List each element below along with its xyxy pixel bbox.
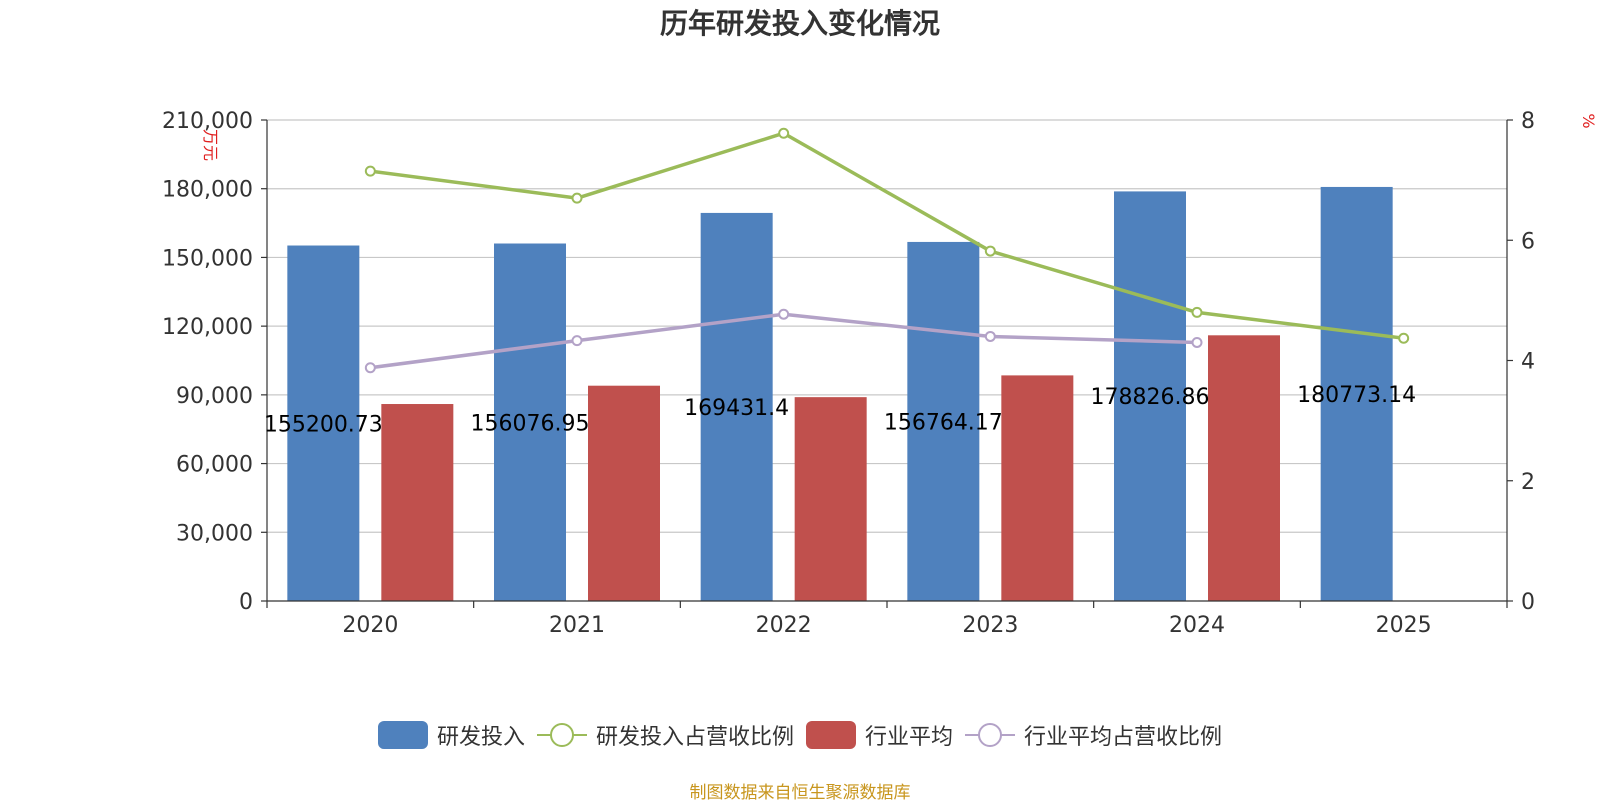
line-point xyxy=(1191,336,1203,348)
line-point xyxy=(364,165,376,177)
bar xyxy=(494,243,566,601)
y-left-tick-label: 90,000 xyxy=(176,384,253,409)
y-right-tick-label: 8 xyxy=(1521,109,1535,134)
legend-label: 行业平均占营收比例 xyxy=(1024,725,1223,750)
line-point xyxy=(984,330,996,342)
y-right-tick-label: 0 xyxy=(1521,590,1535,615)
x-tick-label: 2023 xyxy=(962,613,1018,638)
bar xyxy=(1208,335,1280,601)
y-left-tick-label: 150,000 xyxy=(162,246,253,271)
y-right-tick-label: 2 xyxy=(1521,470,1535,495)
bar xyxy=(1001,375,1074,601)
data-labels: 155200.73 156076.95 169431.4 156764.17 17882… xyxy=(264,383,1416,437)
line-series xyxy=(364,127,1410,374)
line-point xyxy=(571,335,583,347)
legend-swatch-rd-ratio xyxy=(536,723,587,747)
line-point xyxy=(984,245,996,257)
series-line xyxy=(370,131,1404,340)
legend-label: 行业平均 xyxy=(865,725,954,750)
axes: 0 30,000 60,000 90,000 120,000 150,000 180,000… xyxy=(162,109,1535,638)
data-label: 178826.86 xyxy=(1091,385,1210,410)
data-label: 155200.73 xyxy=(264,412,383,437)
line-point xyxy=(778,308,790,320)
bar xyxy=(700,212,773,601)
legend-label: 研发投入 xyxy=(436,725,525,750)
legend-item-industry-average[interactable]: 行业平均 xyxy=(806,719,953,751)
source-note: 制图数据来自恒生聚源数据库 xyxy=(689,783,911,803)
x-tick-label: 2022 xyxy=(756,613,812,638)
y-left-tick-label: 120,000 xyxy=(162,315,253,340)
y-left-tick-label: 30,000 xyxy=(176,521,253,546)
y-left-tick-label: 210,000 xyxy=(162,109,253,134)
legend-swatch-industry-ratio xyxy=(965,723,1016,747)
bar xyxy=(1114,191,1186,601)
legend-swatch-industry-average xyxy=(806,721,856,749)
data-label: 156076.95 xyxy=(471,411,590,436)
y-left-tick-label: 60,000 xyxy=(176,453,253,478)
legend-label: 研发投入占营收比例 xyxy=(595,725,794,750)
legend-item-rd-ratio[interactable]: 研发投入占营收比例 xyxy=(536,719,794,751)
line-point xyxy=(1191,306,1203,318)
bar-series xyxy=(287,186,1393,601)
x-tick-label: 2021 xyxy=(549,613,605,638)
chart-title: 历年研发投入变化情况 xyxy=(660,7,940,40)
data-label: 156764.17 xyxy=(884,410,1003,435)
y-axis-left-label: 万元 xyxy=(201,129,220,161)
legend: 研发投入 研发投入占营收比例 行业平均 行业平均占营收比例 xyxy=(0,714,1600,756)
grid-lines xyxy=(267,119,1507,533)
y-left-tick-label: 0 xyxy=(239,590,253,615)
legend-item-rd-investment[interactable]: 研发投入 xyxy=(377,719,525,751)
bar xyxy=(1320,186,1393,601)
y-right-tick-label: 6 xyxy=(1521,229,1535,254)
bar xyxy=(287,245,360,601)
line-point xyxy=(364,362,376,374)
data-label: 180773.14 xyxy=(1297,383,1416,408)
legend-swatch-rd-investment xyxy=(377,721,428,749)
line-point xyxy=(778,127,790,139)
bar xyxy=(907,241,980,601)
line-point xyxy=(571,192,583,204)
y-left-tick-label: 180,000 xyxy=(162,178,253,203)
data-label: 169431.4 xyxy=(684,396,789,421)
bar xyxy=(588,385,660,601)
y-axis-right-label: % xyxy=(1579,113,1598,128)
bar xyxy=(794,397,867,601)
bar xyxy=(381,404,454,601)
y-right-tick-label: 4 xyxy=(1521,350,1535,375)
x-tick-label: 2025 xyxy=(1376,613,1432,638)
line-point xyxy=(1398,332,1410,344)
x-tick-label: 2020 xyxy=(342,613,398,638)
legend-item-industry-ratio[interactable]: 行业平均占营收比例 xyxy=(965,719,1222,751)
x-tick-label: 2024 xyxy=(1169,613,1225,638)
